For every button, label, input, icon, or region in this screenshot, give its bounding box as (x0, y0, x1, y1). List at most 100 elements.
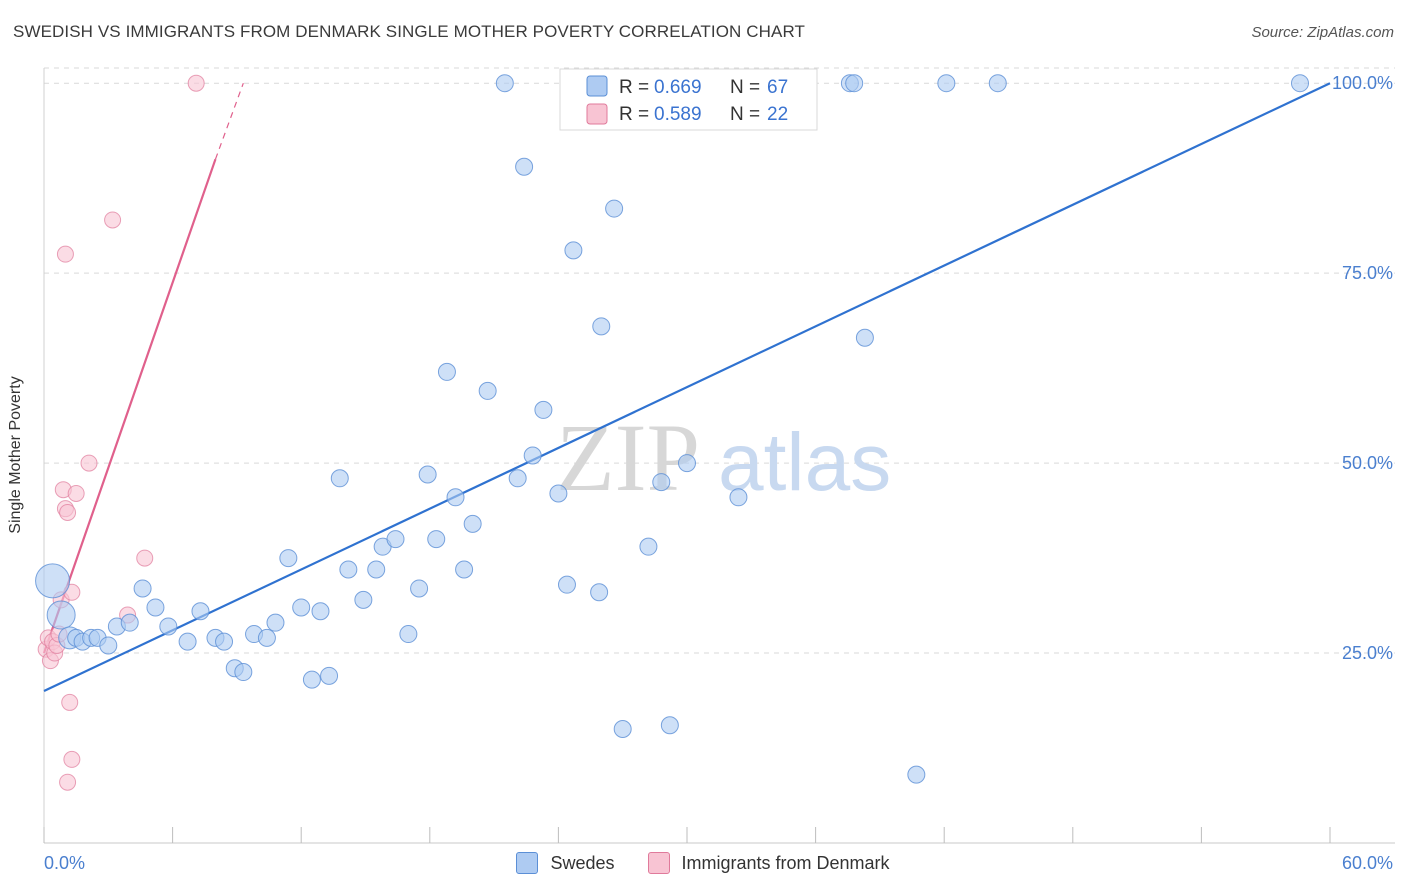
denmark-point-16 (80, 454, 98, 472)
swedes-n-value: 67 (767, 77, 788, 98)
trend-lines (42, 82, 1331, 693)
swedes-point-39 (455, 560, 474, 579)
swedes-point-51 (592, 317, 611, 336)
swedes-point-61 (845, 74, 864, 93)
swedes-point-10 (133, 579, 152, 598)
legend-swatch-denmark (647, 852, 670, 874)
y-tick-labels: 25.0% 50.0% 75.0% 100.0% (1332, 73, 1393, 663)
swedes-point-11 (146, 598, 165, 617)
watermark-atlas: atlas (718, 417, 891, 508)
swedes-point-43 (508, 469, 527, 488)
swedes-point-14 (191, 602, 210, 621)
chart-title: SWEDISH VS IMMIGRANTS FROM DENMARK SINGL… (13, 22, 806, 41)
swedes-point-35 (418, 465, 437, 484)
swedes-trend-line (43, 82, 1331, 693)
swedes-point-34 (410, 579, 429, 598)
denmark-point-21 (187, 74, 205, 92)
denmark-point-9 (59, 503, 77, 521)
swedes-point-45 (523, 446, 542, 465)
denmark-r-label: R = (619, 104, 649, 125)
swedes-r-label: R = (619, 77, 649, 98)
swedes-point-44 (515, 157, 534, 176)
swedes-point-41 (478, 381, 497, 400)
swedes-point-20 (257, 628, 276, 647)
swedes-point-62 (855, 328, 874, 347)
denmark-point-10 (61, 693, 79, 711)
axes (43, 68, 1395, 844)
denmark-trend-line (42, 158, 217, 654)
stats-legend: R = 0.669 N = 67 R = 0.589 N = 22 (559, 68, 818, 131)
denmark-point-20 (104, 211, 122, 229)
swedes-point-49 (564, 241, 583, 260)
swedes-point-1 (46, 600, 76, 630)
legend-item-denmark[interactable]: Immigrants from Denmark (647, 852, 890, 874)
swedes-point-23 (292, 598, 311, 617)
swedes-point-33 (399, 625, 418, 644)
swedes-point-63 (907, 765, 926, 784)
legend-item-swedes[interactable]: Swedes (516, 852, 614, 874)
swedes-point-59 (729, 488, 748, 507)
swedes-point-36 (427, 530, 446, 549)
swedes-point-53 (613, 720, 632, 739)
x-tick-label-min: 0.0% (44, 853, 85, 873)
denmark-point-18 (136, 549, 154, 567)
x-tick-label-max: 60.0% (1342, 853, 1393, 873)
y-tick-label-1: 50.0% (1342, 453, 1393, 473)
denmark-points (37, 74, 205, 791)
denmark-swatch (586, 103, 608, 125)
denmark-n-value: 22 (767, 104, 788, 125)
swedes-point-32 (386, 530, 405, 549)
denmark-point-11 (63, 750, 81, 768)
swedes-point-42 (495, 74, 514, 93)
swedes-point-7 (99, 636, 118, 655)
swedes-point-30 (367, 560, 386, 579)
legend-swatch-swedes (516, 852, 539, 874)
legend-label-denmark: Immigrants from Denmark (681, 852, 890, 873)
swedes-point-12 (159, 617, 178, 636)
denmark-point-15 (67, 484, 85, 502)
swedes-points (35, 74, 1309, 784)
swedes-point-65 (988, 74, 1007, 93)
swedes-point-55 (652, 473, 671, 492)
swedes-point-37 (437, 362, 456, 381)
swedes-point-26 (320, 666, 339, 685)
x-tick-marks (43, 827, 1331, 843)
swedes-point-18 (234, 663, 253, 682)
swedes-point-21 (266, 613, 285, 632)
swedes-point-52 (605, 199, 624, 218)
swedes-point-66 (1290, 74, 1309, 93)
swedes-n-label: N = (730, 77, 760, 98)
swedes-point-29 (354, 590, 373, 609)
denmark-point-12 (59, 773, 77, 791)
grid-lines (44, 67, 1395, 654)
swedes-point-9 (120, 613, 139, 632)
swedes-point-16 (215, 632, 234, 651)
swedes-r-value: 0.669 (654, 77, 702, 98)
denmark-point-19 (56, 245, 74, 263)
swedes-point-64 (937, 74, 956, 93)
x-tick-labels: 0.0% 60.0% (44, 853, 1393, 873)
watermark-zip: ZIP (556, 404, 700, 511)
swedes-point-22 (279, 549, 298, 568)
y-tick-label-3: 100.0% (1332, 73, 1393, 93)
swedes-point-0 (35, 563, 71, 599)
swedes-point-48 (557, 575, 576, 594)
swedes-point-13 (178, 632, 197, 651)
series-legend: Swedes Immigrants from Denmark (0, 852, 1406, 879)
y-tick-label-0: 25.0% (1342, 643, 1393, 663)
swedes-point-47 (549, 484, 568, 503)
legend-label-swedes: Swedes (550, 852, 615, 873)
watermark: ZIP atlas (556, 404, 891, 511)
swedes-point-25 (311, 602, 330, 621)
denmark-trend-extension (214, 82, 244, 160)
swedes-swatch (586, 75, 608, 97)
denmark-r-value: 0.589 (654, 104, 702, 125)
swedes-point-46 (534, 400, 553, 419)
y-tick-label-2: 75.0% (1342, 263, 1393, 283)
source-label: Source: ZipAtlas.com (1251, 24, 1394, 41)
denmark-n-label: N = (730, 104, 760, 125)
swedes-point-50 (590, 583, 609, 602)
swedes-point-28 (339, 560, 358, 579)
swedes-point-40 (463, 514, 482, 533)
